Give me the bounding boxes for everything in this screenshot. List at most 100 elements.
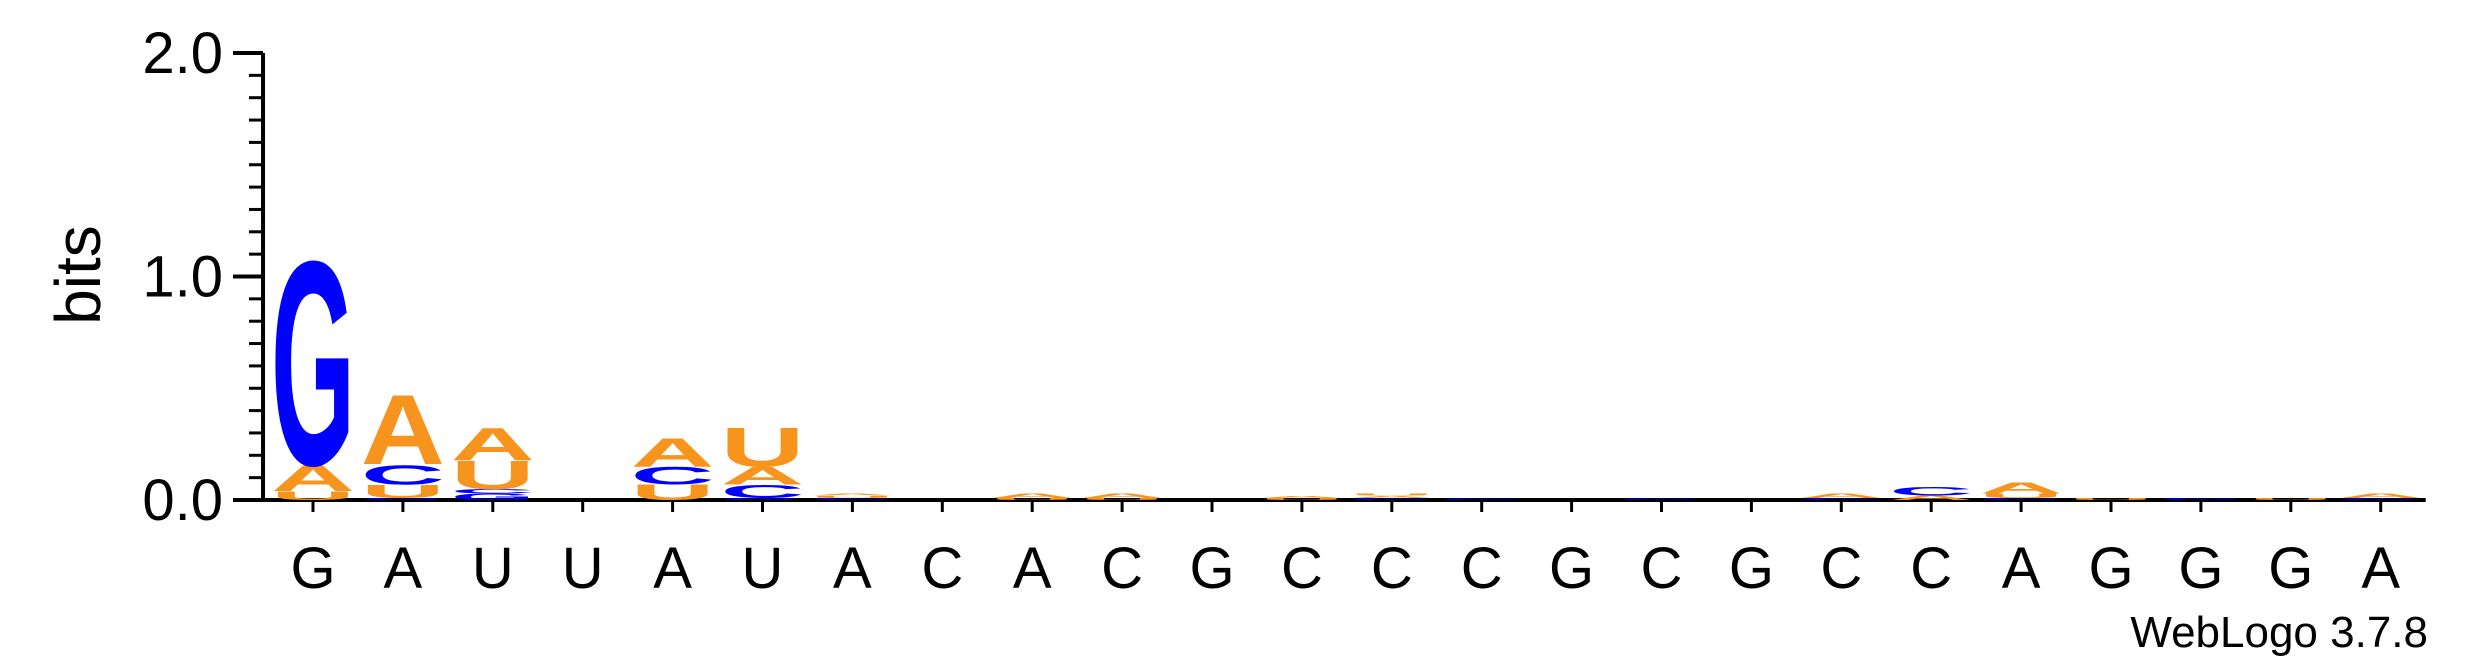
svg-text:C: C [1350,497,1434,500]
x-position-label: C [1371,536,1413,601]
logo-letter-G: G [721,497,805,500]
svg-text:C: C [810,497,894,500]
x-position-label: G [1549,536,1594,601]
logo-letter-A: A [1889,494,1973,501]
svg-text:C: C [2159,497,2243,500]
svg-text:C: C [631,462,715,490]
svg-text:A: A [1799,492,1883,499]
svg-text:U: U [721,416,805,478]
logo-letter-C: C [721,481,805,502]
x-position-label: U [742,536,784,601]
svg-text:A: A [361,374,445,485]
svg-text:A: A [1979,479,2063,496]
logo-letter-C: C [1889,484,1973,498]
svg-text:G: G [451,492,535,502]
weblogo-credit: WebLogo 3.7.8 [2130,608,2428,657]
logo-letter-A: A [721,462,805,490]
logo-letter-U: U [2249,497,2333,500]
x-position-label: A [1013,536,1052,601]
logo-letter-C: C [1440,499,1524,501]
x-position-label: A [2361,536,2400,601]
svg-text:U: U [2069,497,2153,500]
logo-letter-C: C [451,488,535,495]
svg-text:U: U [990,497,1074,500]
y-axis [233,51,2426,502]
logo-letter-A: A [2339,492,2423,499]
logo-letter-A: A [1979,479,2063,496]
x-position-label: U [472,536,514,601]
svg-text:C: C [1799,497,1883,500]
svg-text:A: A [271,458,355,499]
svg-text:A: A [1350,495,1434,498]
logo-letter-U: U [451,453,535,498]
logo-letter-G: G [271,200,355,526]
logo-letter-U: U [1080,497,1164,500]
svg-text:U: U [810,495,894,498]
logo-letter-A: A [990,492,1074,499]
logo-letter-U: U [1260,497,1344,500]
x-position-label: A [653,536,692,601]
svg-text:G: G [721,497,805,500]
y-tick-label: 2.0 [142,21,223,86]
svg-text:A: A [1889,494,1973,501]
y-tick-label: 1.0 [142,245,223,310]
logo-letter-U: U [990,497,1074,500]
svg-text:A: A [721,462,805,490]
x-position-label: G [1189,536,1234,601]
x-position-label: G [290,536,335,601]
logo-letter-C: C [810,497,894,500]
svg-text:U: U [2249,497,2333,500]
svg-text:U: U [1979,492,2063,499]
logo-letter-C: C [1620,499,1704,501]
svg-text:U: U [451,453,535,498]
x-position-label: C [921,536,963,601]
svg-text:A: A [2339,492,2423,499]
y-ticks: 0.0 1.0 2.0 [142,21,223,533]
svg-text:A: A [1080,492,1164,499]
svg-text:A: A [1260,495,1344,498]
logo-letter-U: U [810,495,894,498]
logo-letter-U: U [1979,492,2063,499]
svg-text:U: U [1260,497,1344,500]
svg-text:C: C [1889,484,1973,498]
x-position-label: G [2088,536,2133,601]
x-position-label: A [833,536,872,601]
logo-letter-C: C [361,459,445,490]
logo-letter-U: U [361,481,445,502]
x-position-label: C [1101,536,1143,601]
logo-letter-A: A [361,374,445,485]
svg-text:C: C [451,488,535,495]
svg-text:U: U [1080,497,1164,500]
logo-letter-A: A [271,458,355,499]
x-position-label: G [2268,536,2313,601]
svg-text:A: A [810,493,894,496]
x-position-label: G [2178,536,2223,601]
logo-letter-A: A [1799,492,1883,499]
x-position-label: A [2002,536,2041,601]
x-position-label: A [384,536,423,601]
logo-letter-C: C [2339,497,2423,500]
svg-text:C: C [361,459,445,490]
svg-text:G: G [271,200,355,526]
x-position-label: C [1910,536,1952,601]
logo-letter-C: C [1799,497,1883,500]
logo-letter-A: A [1080,492,1164,499]
logo-letter-G: G [361,497,445,500]
x-position-label: U [562,536,604,601]
svg-text:C: C [721,481,805,502]
logo-letter-A: A [810,493,894,496]
x-position-label: C [1461,536,1503,601]
logo-letter-A: A [1350,495,1434,498]
svg-text:U: U [1350,493,1434,496]
logo-letter-A: A [1260,495,1344,498]
logo-letter-U: U [721,416,805,478]
svg-text:U: U [361,481,445,502]
svg-text:G: G [361,497,445,500]
svg-text:C: C [2339,497,2423,500]
logo-letter-C: C [1350,497,1434,500]
svg-text:C: C [1979,497,2063,500]
svg-text:A: A [631,430,715,475]
